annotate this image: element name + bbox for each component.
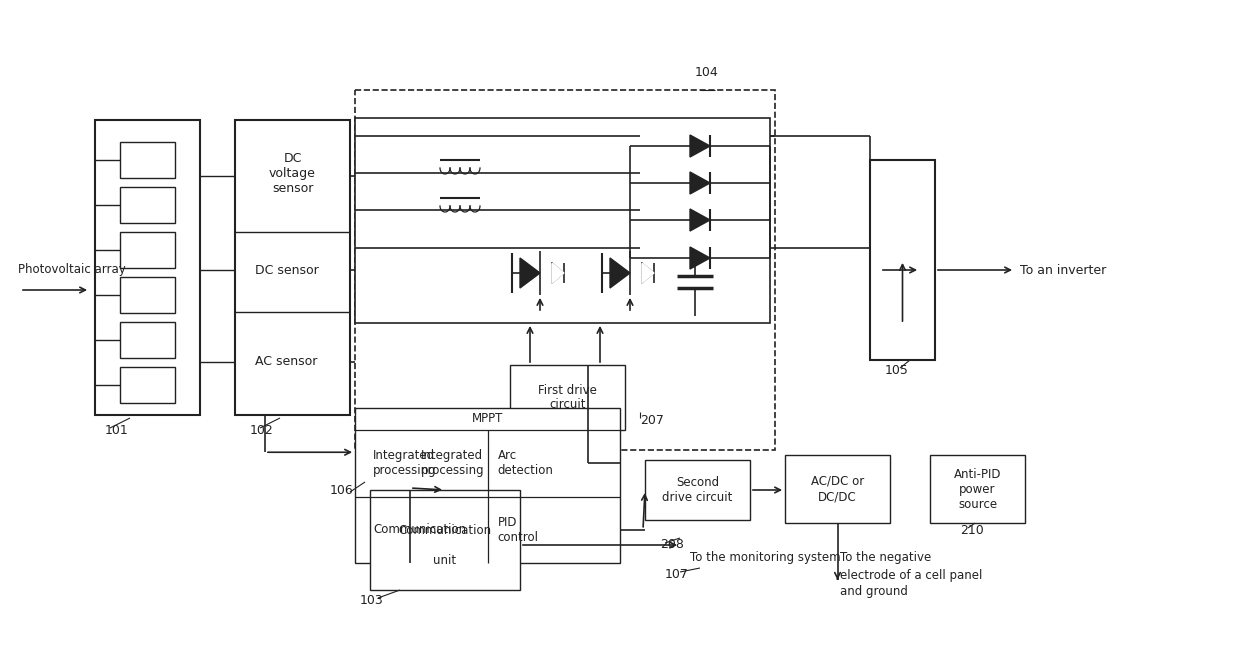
Bar [120,187,175,223]
Text: Second
drive circuit: Second drive circuit [662,476,733,504]
Text: First drive
circuit: First drive circuit [538,384,596,411]
Text: DC sensor: DC sensor [255,264,319,277]
Text: Communication: Communication [398,524,491,536]
Text: Integrated
processing: Integrated processing [373,449,436,477]
Text: Arc
detection: Arc detection [497,449,553,477]
Text: AC sensor: AC sensor [255,355,317,368]
Bar [355,408,620,563]
Bar [370,490,520,590]
Text: 103: 103 [360,594,383,607]
Text: AC/DC or
DC/DC: AC/DC or DC/DC [811,475,864,503]
Polygon shape [689,209,711,231]
Text: 106: 106 [330,484,353,497]
Polygon shape [689,247,711,269]
Bar [120,142,175,178]
Polygon shape [520,258,539,288]
Text: 105: 105 [885,363,909,376]
Bar [785,455,890,523]
Text: Integrated
processing: Integrated processing [422,449,485,477]
Bar [510,365,625,430]
Bar [95,120,200,415]
Polygon shape [689,172,711,194]
Text: DC
voltage
sensor: DC voltage sensor [269,151,316,195]
Text: and ground: and ground [839,586,908,599]
Text: 207: 207 [640,413,663,426]
Text: To an inverter: To an inverter [1021,263,1106,276]
Text: To the negative: To the negative [839,551,931,565]
Bar [120,232,175,268]
Text: 102: 102 [250,424,274,436]
Text: Anti-PID
power
source: Anti-PID power source [954,467,1001,511]
Bar [355,118,770,323]
Bar [120,277,175,313]
Polygon shape [610,258,630,288]
Text: 101: 101 [105,424,129,436]
Text: unit: unit [434,553,456,567]
Text: 208: 208 [660,538,684,551]
Text: Communication: Communication [373,523,466,536]
Bar [355,90,775,450]
Text: 107: 107 [665,569,689,582]
Polygon shape [642,263,653,283]
Bar [120,322,175,358]
Bar [236,120,350,415]
Bar [870,160,935,360]
Text: 210: 210 [960,524,983,536]
Text: 104: 104 [694,66,719,78]
Polygon shape [552,263,564,283]
Text: PID
control: PID control [497,516,538,544]
Text: MPPT: MPPT [471,413,503,426]
Bar [930,455,1025,523]
Text: Photovoltaic array: Photovoltaic array [19,263,125,276]
Text: electrode of a cell panel: electrode of a cell panel [839,569,982,582]
Bar [120,367,175,403]
Text: To the monitoring system: To the monitoring system [689,551,841,565]
Bar [645,460,750,520]
Polygon shape [689,135,711,157]
